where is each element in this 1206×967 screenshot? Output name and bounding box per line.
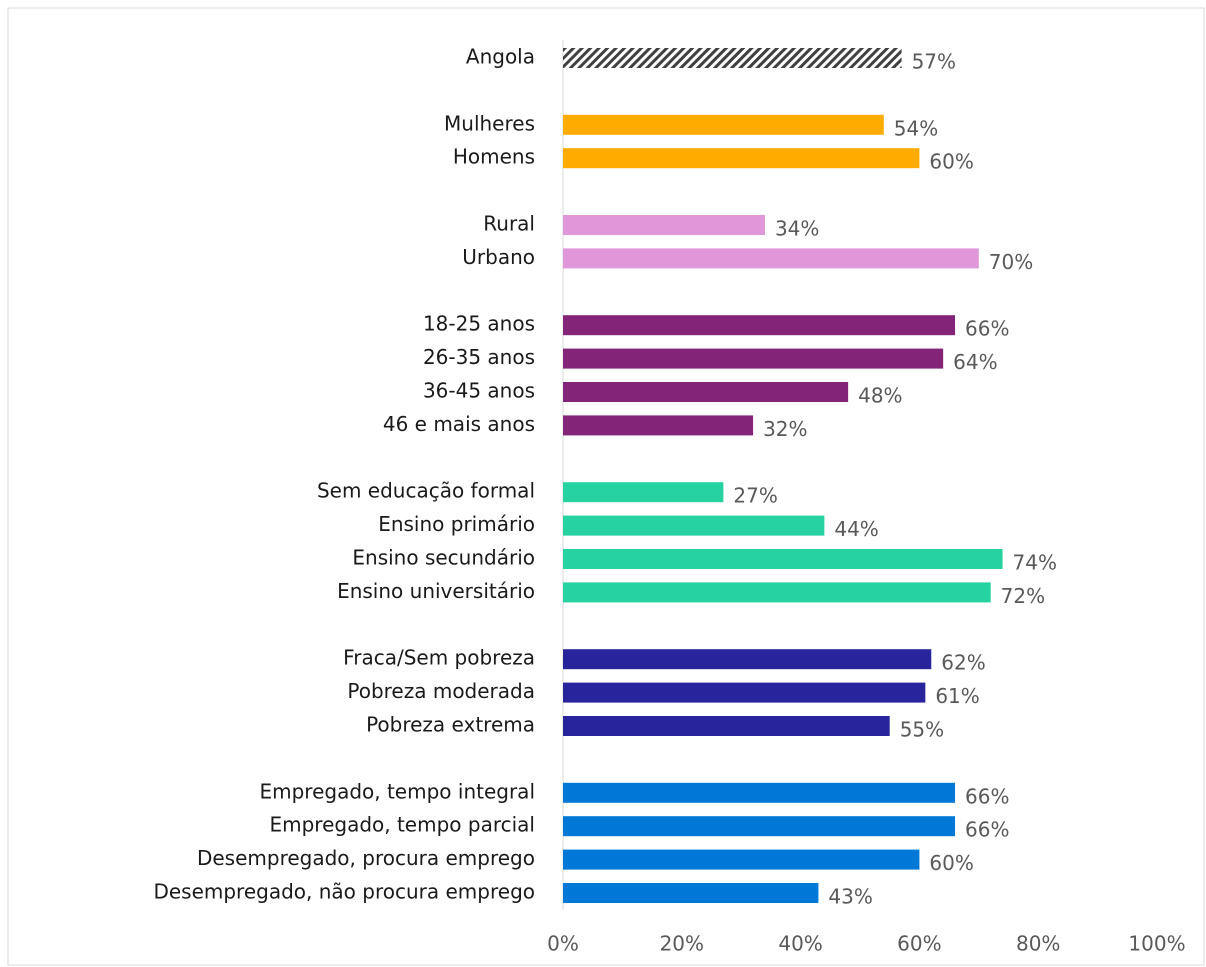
bar [563, 315, 956, 336]
chart-border [7, 7, 1205, 966]
value-label: 27% [733, 484, 777, 508]
y-tick-label: Mulheres [444, 111, 535, 135]
y-tick-label: Angola [466, 45, 535, 69]
bar [563, 649, 932, 670]
value-label: 55% [900, 718, 944, 742]
y-tick-label: 46 e mais anos [383, 412, 535, 436]
y-tick-label: 18-25 anos [423, 312, 535, 336]
value-label: 74% [1013, 551, 1057, 575]
x-tick-label: 0% [547, 932, 579, 956]
y-tick-label: Urbano [462, 245, 535, 269]
y-tick-label: Rural [483, 212, 535, 236]
bar [563, 682, 926, 703]
y-tick-label: Homens [453, 145, 535, 169]
bar [563, 782, 956, 803]
bar [563, 382, 849, 402]
y-tick-label: Ensino primário [378, 512, 535, 536]
value-label: 57% [912, 50, 956, 74]
bar [563, 48, 902, 68]
x-tick-label: 100% [1128, 932, 1185, 956]
x-tick-label: 80% [1016, 932, 1060, 956]
bar [563, 716, 890, 736]
bar [563, 348, 944, 369]
y-tick-label: Pobreza moderada [347, 679, 535, 703]
y-tick-label: Sem educação formal [317, 479, 535, 503]
y-tick-label: 26-35 anos [423, 345, 535, 369]
x-tick-label: 20% [660, 932, 704, 956]
value-label: 70% [989, 250, 1033, 274]
bar [563, 248, 979, 269]
value-label: 62% [941, 651, 985, 675]
bar [563, 816, 956, 837]
value-label: 66% [965, 317, 1009, 341]
y-tick-label: Empregado, tempo parcial [269, 813, 535, 837]
value-label: 60% [929, 150, 973, 174]
bar [563, 215, 765, 235]
value-label: 72% [1001, 584, 1045, 608]
value-label: 61% [935, 684, 979, 708]
bar [563, 148, 920, 169]
value-label: 66% [965, 784, 1009, 808]
bar [563, 549, 1003, 569]
value-label: 34% [775, 217, 819, 241]
value-label: 64% [953, 350, 997, 374]
x-tick-label: 60% [897, 932, 941, 956]
y-tick-label: Ensino universitário [337, 579, 535, 603]
bar [563, 482, 724, 503]
value-label: 32% [763, 417, 807, 441]
x-tick-label: 40% [778, 932, 822, 956]
y-tick-label: Empregado, tempo integral [259, 779, 535, 803]
bar [563, 883, 819, 903]
value-label: 44% [834, 517, 878, 541]
bar [563, 114, 884, 135]
value-label: 43% [828, 885, 872, 909]
bar [563, 849, 920, 870]
bar [563, 415, 754, 436]
y-tick-label: 36-45 anos [423, 379, 535, 403]
y-tick-label: Ensino secundário [352, 546, 535, 570]
value-label: 60% [929, 851, 973, 875]
value-label: 54% [894, 116, 938, 140]
y-tick-label: Pobreza extrema [366, 713, 535, 737]
bar [563, 582, 991, 603]
y-tick-label: Desempregado, procura emprego [197, 846, 535, 870]
y-tick-label: Desempregado, não procura emprego [153, 880, 535, 904]
value-label: 66% [965, 818, 1009, 842]
value-label: 48% [858, 384, 902, 408]
y-tick-label: Fraca/Sem pobreza [343, 646, 535, 670]
bar [563, 515, 825, 536]
